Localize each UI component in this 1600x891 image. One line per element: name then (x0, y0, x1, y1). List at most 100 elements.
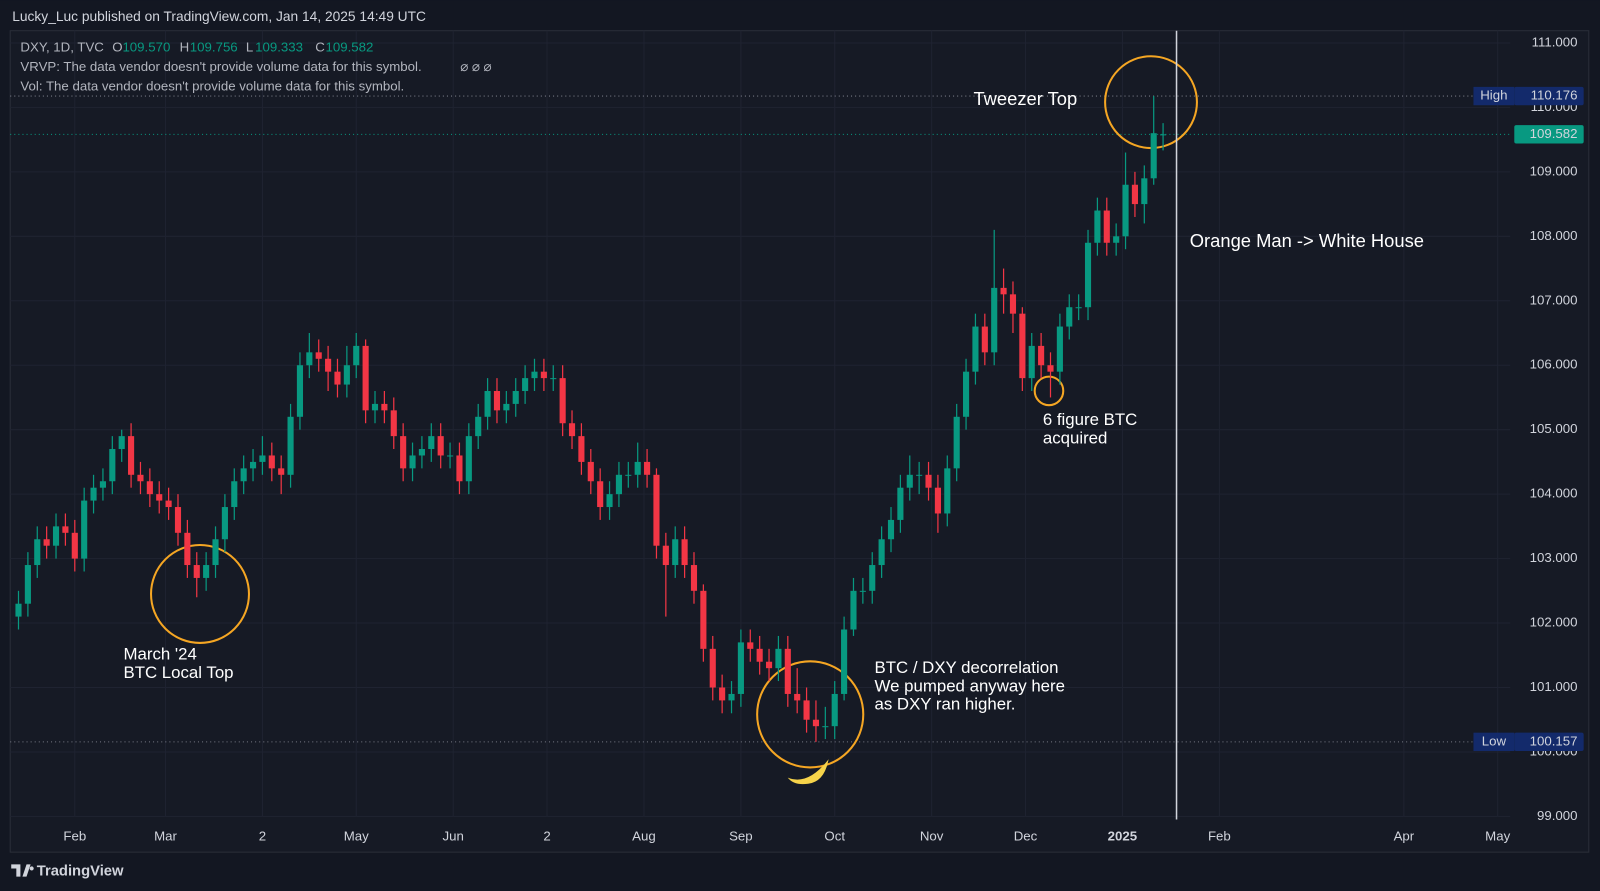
x-tick-label: Dec (1014, 828, 1038, 843)
candle-body (522, 378, 529, 392)
price-tag (1514, 125, 1584, 144)
legend-label: O (112, 40, 122, 55)
candle-body (137, 474, 144, 482)
legend-label: L (246, 40, 253, 55)
candle-body (944, 468, 951, 514)
candle-body (972, 326, 979, 372)
circle (1033, 375, 1065, 407)
symbol: DXY, 1D, TVC (20, 40, 104, 55)
candle-body (109, 449, 116, 482)
candle-body (662, 545, 669, 566)
legend-value: 109.570 (122, 40, 170, 55)
candle-body (1028, 345, 1035, 379)
x-tick-label: Mar (154, 828, 177, 843)
price-tag-value: 109.582 (1530, 126, 1578, 141)
candle-body (493, 391, 501, 411)
candle-body (15, 603, 22, 617)
logo (11, 864, 34, 877)
candle-body (1000, 287, 1007, 295)
candle-body (794, 693, 801, 701)
x-tick-label: Oct (824, 828, 845, 843)
candle-body (597, 481, 604, 508)
candle-body (672, 539, 679, 566)
annotation: BTC Local Top (123, 663, 233, 682)
candle-body (756, 648, 763, 662)
circle (150, 543, 250, 644)
candle-body (644, 461, 651, 475)
candle-body (334, 371, 341, 385)
legend-value: 109.756 (190, 40, 238, 55)
y-tick-label: 99.000 (1537, 808, 1578, 823)
candle-body (456, 455, 463, 482)
chart-panel (9, 30, 1590, 853)
banana-icon (787, 759, 829, 785)
candle-body (146, 481, 153, 495)
candle-body (90, 487, 97, 501)
header: Lucky_Luc published on TradingView.com, … (12, 9, 426, 24)
candle-body (437, 436, 444, 456)
candle-body (1056, 326, 1063, 372)
y-tick-label: 107.000 (1530, 292, 1578, 307)
annotation: March '24 (123, 645, 196, 664)
price-tag (1514, 732, 1584, 752)
candle-body (240, 468, 247, 482)
candle-body (409, 455, 416, 469)
legend-label: C (315, 40, 325, 55)
annotation: BTC / DXY decorrelation (874, 658, 1058, 677)
candle-body (24, 565, 31, 604)
candle-body (193, 565, 200, 578)
x-tick-label: Jun (443, 828, 464, 843)
x-tick-label: May (344, 828, 369, 843)
price-tag-label: High (1480, 88, 1507, 103)
candle-body (484, 391, 491, 417)
candle-body (859, 590, 866, 592)
y-tick-label: 111.000 (1532, 34, 1578, 49)
candle-body (278, 468, 285, 475)
annotation: 6 figure BTC (1043, 410, 1137, 429)
x-tick-label: Sep (729, 828, 753, 843)
annotation: as DXY ran higher. (874, 695, 1015, 714)
candle-body (747, 642, 754, 649)
candle-body (287, 416, 294, 475)
legend-value: 109.333 (255, 40, 303, 55)
candle-body (897, 487, 904, 520)
candle-body (343, 365, 350, 385)
candle-body (831, 693, 838, 727)
y-tick-label: 108.000 (1530, 228, 1578, 243)
candle-body (174, 507, 182, 533)
x-tick-label: 2025 (1108, 828, 1137, 843)
candle-body (709, 648, 716, 688)
candle-body (700, 590, 707, 649)
candle-body (925, 474, 932, 488)
candle-body (916, 474, 923, 476)
annotation: We pumped anyway here (874, 676, 1065, 695)
candle-body (765, 661, 773, 669)
candle-body (381, 403, 388, 411)
candle-body (475, 416, 482, 437)
annotation: Orange Man -> White House (1190, 230, 1424, 251)
candle-body (362, 345, 369, 411)
x-tick-label: May (1485, 828, 1510, 843)
candle-body (1009, 294, 1017, 314)
candle-body (34, 539, 41, 566)
candle-body (428, 436, 435, 450)
candle-body (775, 648, 782, 669)
candle-body (634, 461, 641, 475)
candle-body (625, 474, 632, 476)
candle-body (212, 539, 219, 566)
y-tick-label: 102.000 (1530, 615, 1578, 630)
y-tick-label: 109.000 (1530, 163, 1578, 178)
price-tag-label-box (1473, 86, 1515, 106)
candle-body (371, 403, 379, 411)
candle-body (1141, 178, 1148, 205)
candle-body (606, 494, 613, 508)
candle-body (221, 507, 228, 540)
candle-body (259, 455, 266, 462)
y-tick-label: 104.000 (1530, 486, 1578, 501)
candle-body (315, 352, 322, 359)
candle-body (568, 423, 576, 437)
annotation: Tweezer Top (973, 88, 1077, 109)
candle-body (869, 565, 876, 591)
candle-body (1084, 242, 1092, 308)
candle-body (887, 519, 895, 540)
